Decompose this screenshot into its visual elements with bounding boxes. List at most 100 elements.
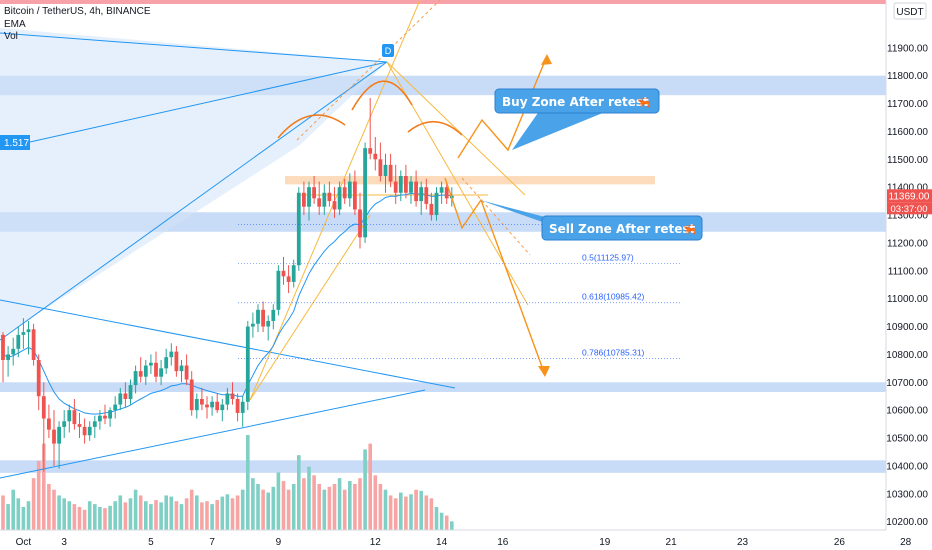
price-tick-label: 11700.00 <box>887 99 928 110</box>
candle <box>434 187 439 221</box>
candle <box>194 393 199 419</box>
candle <box>159 359 163 386</box>
ratio-label: 1.517 <box>4 138 29 149</box>
buy-projection-arrowhead <box>541 54 552 65</box>
candle <box>444 181 449 204</box>
candle-body <box>52 429 56 444</box>
candle <box>6 346 10 377</box>
candle <box>312 176 316 204</box>
volume-bar <box>353 483 357 530</box>
volume-bar <box>26 501 31 530</box>
candle-body <box>118 393 123 405</box>
right-shoulder-arc <box>407 120 463 136</box>
volume-bar <box>348 481 352 530</box>
candle-body <box>149 362 153 366</box>
price-tick-label: 11400.00 <box>887 183 928 194</box>
candle <box>92 415 97 439</box>
time-tick-label: 26 <box>834 537 846 548</box>
candle <box>404 164 408 199</box>
volume-bar <box>52 489 56 530</box>
indicator-vol[interactable]: Vol <box>4 31 18 42</box>
price-tick-label: 11300.00 <box>887 211 928 222</box>
currency-badge[interactable]: USDT <box>893 2 927 20</box>
countdown-label: 03:37:00 <box>891 204 928 215</box>
volume-bar <box>444 515 449 530</box>
candle <box>398 170 403 202</box>
candle <box>189 371 194 416</box>
candle-body <box>414 181 418 202</box>
candle <box>439 181 444 204</box>
price-tick-label: 10200.00 <box>886 517 928 528</box>
fib-label-0.786: 0.786(10785.31) <box>582 347 645 357</box>
time-tick-label: 23 <box>737 537 749 548</box>
left-shoulder-arc <box>277 114 346 139</box>
pattern-line-left <box>29 61 388 143</box>
candle <box>281 256 286 285</box>
candle-body <box>256 309 260 324</box>
candle <box>72 399 77 430</box>
candle <box>383 153 388 193</box>
candle-body <box>281 270 286 277</box>
price-axis[interactable]: 10200.00 10300.00 10400.00 10500.00 10600.00… <box>885 0 932 550</box>
candle-body <box>434 192 439 216</box>
volume-bars <box>1 435 454 530</box>
volume-bar <box>358 478 362 530</box>
candle <box>169 343 174 366</box>
volume-bar <box>82 509 87 530</box>
volume-bar <box>220 496 225 530</box>
candle <box>113 396 118 419</box>
candle <box>108 407 112 427</box>
d-marker-label: D <box>385 46 392 56</box>
candle-body <box>113 404 118 411</box>
chart-drawings <box>0 0 531 479</box>
candle-body <box>184 365 189 380</box>
symbol-title[interactable]: Bitcoin / TetherUS, 4h, BINANCE <box>4 6 151 17</box>
candle-body <box>286 276 291 282</box>
candlesticks <box>1 97 454 472</box>
volume-bar <box>123 502 128 530</box>
volume-bar <box>419 490 423 530</box>
time-tick-label: 28 <box>900 537 912 548</box>
candle <box>419 181 424 216</box>
candle-body <box>225 393 230 405</box>
candle-body <box>77 424 82 427</box>
candle <box>118 387 123 411</box>
candle <box>215 393 220 413</box>
volume-bar <box>240 489 245 530</box>
sell-projection-path <box>444 177 546 376</box>
candle <box>307 181 311 221</box>
candle <box>342 178 347 204</box>
volume-bar <box>179 504 184 530</box>
indicator-ema[interactable]: EMA <box>4 19 26 30</box>
pattern-fill <box>0 28 387 338</box>
candle-body <box>373 153 378 160</box>
volume-bar <box>286 489 291 530</box>
ratio-badge: 1.517 <box>0 135 30 150</box>
sell-zone-emoji: 🦐 <box>683 224 697 236</box>
candle-body <box>205 404 209 408</box>
candle-body <box>276 270 281 310</box>
time-axis[interactable]: Oct 3 5 7 9 12 14 16 19 21 23 26 28 <box>0 529 912 550</box>
candle-body <box>189 379 194 411</box>
buy-zone-box <box>285 176 655 185</box>
candle-body <box>419 187 424 202</box>
candle <box>1 332 5 383</box>
volume-bar <box>21 506 26 530</box>
volume-bar <box>256 483 260 530</box>
volume-bar <box>266 492 270 530</box>
trend-line-down <box>0 299 456 389</box>
price-tick-label: 11500.00 <box>887 155 928 166</box>
volume-bar <box>42 443 46 530</box>
candle <box>266 315 271 341</box>
volume-bar <box>103 508 107 530</box>
candle <box>332 187 337 218</box>
candle-body <box>439 187 444 193</box>
time-tick-label: 5 <box>148 537 154 548</box>
candle-body <box>210 401 214 408</box>
volume-bar <box>399 492 403 530</box>
candle-body <box>92 421 97 427</box>
candle-body <box>159 368 163 377</box>
candle-body <box>347 181 352 199</box>
volume-bar <box>307 466 311 530</box>
